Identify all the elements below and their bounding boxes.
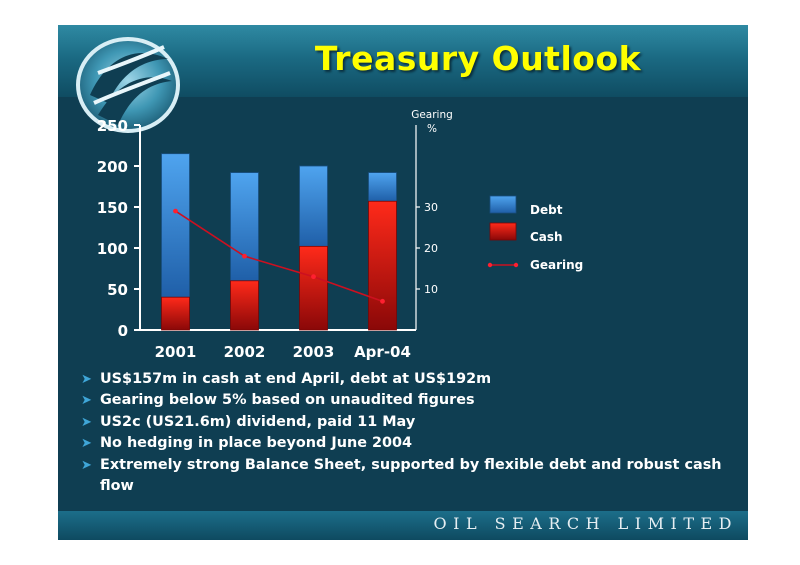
legend-cash-label: Cash <box>530 230 563 244</box>
cash-bar <box>299 245 328 331</box>
y2-label-unit: % <box>427 123 437 135</box>
y2-label: Gearing <box>411 109 453 121</box>
bullet-text: US$157m in cash at end April, debt at US… <box>100 371 492 387</box>
oil-search-logo-icon <box>76 37 180 133</box>
bullet-text: Extremely strong Balance Sheet, supporte… <box>100 456 722 495</box>
y-tick-label: 50 <box>107 281 128 299</box>
y-tick-label: 150 <box>97 199 128 217</box>
gearing-point <box>242 253 247 259</box>
y-tick-label: 200 <box>97 158 128 176</box>
y2-tick-label: 20 <box>424 242 438 255</box>
footer-band: OIL SEARCH LIMITED <box>58 511 748 540</box>
bullet-item: ➤ US$157m in cash at end April, debt at U… <box>81 369 738 390</box>
gearing-point <box>311 274 316 280</box>
bullet-text: US2c (US21.6m) dividend, paid 11 May <box>100 413 416 430</box>
gearing-line <box>175 210 383 303</box>
bullet-text: No hedging in place beyond June 2004 <box>100 435 413 452</box>
legend-gearing-point <box>513 262 519 268</box>
y2-tick-label: 10 <box>424 283 438 296</box>
slide: Treasury Outlook 0 50 100 150 200 250 10 20 30 Ge… <box>58 25 748 540</box>
legend-debt-label: Debt <box>530 203 563 217</box>
bullet-list: ➤ US$157m in cash at end April, debt at U… <box>81 369 738 498</box>
legend-gearing-point <box>487 262 493 268</box>
bullet-item: ➤ Gearing below 5% based on unaudited fig… <box>81 390 738 411</box>
x-tick-label: 2002 <box>224 343 266 361</box>
arrow-icon: ➤ <box>81 457 92 473</box>
debt-bar <box>299 165 328 247</box>
gearing-point <box>173 208 178 214</box>
y-tick-label: 250 <box>97 117 128 135</box>
bullet-text: Gearing below 5% based on unaudited figu… <box>100 392 475 409</box>
y-tick-label: 0 <box>118 322 128 340</box>
slide-title: Treasury Outlook <box>314 39 642 78</box>
x-tick-label: 2003 <box>293 343 335 361</box>
cash-bar <box>368 200 397 331</box>
bullet-item: ➤ Extremely strong Balance Sheet, support… <box>81 455 738 498</box>
cash-bar <box>230 280 259 331</box>
legend-cash-swatch <box>489 222 517 241</box>
y-tick-label: 100 <box>97 240 128 258</box>
x-tick-label: Apr-04 <box>354 343 411 361</box>
y2-tick-label: 30 <box>424 201 438 214</box>
debt-bar <box>161 153 190 298</box>
legend-gearing-label: Gearing <box>530 258 583 272</box>
cash-bar <box>161 296 190 331</box>
treasury-chart: 0 50 100 150 200 250 10 20 30 Gearing% 2001 2002 200… <box>97 109 584 361</box>
arrow-icon: ➤ <box>81 372 92 387</box>
debt-bar <box>230 172 259 282</box>
x-tick-label: 2001 <box>155 343 197 361</box>
debt-bar <box>368 172 397 202</box>
arrow-icon: ➤ <box>81 414 92 430</box>
legend-debt-swatch <box>489 195 517 214</box>
arrow-icon: ➤ <box>81 393 92 409</box>
bullet-item: ➤ No hedging in place beyond June 2004 <box>81 433 738 454</box>
company-name: OIL SEARCH LIMITED <box>433 514 738 533</box>
gearing-point <box>380 298 385 304</box>
bullet-item: ➤ US2c (US21.6m) dividend, paid 11 May <box>81 412 738 433</box>
arrow-icon: ➤ <box>81 436 92 452</box>
